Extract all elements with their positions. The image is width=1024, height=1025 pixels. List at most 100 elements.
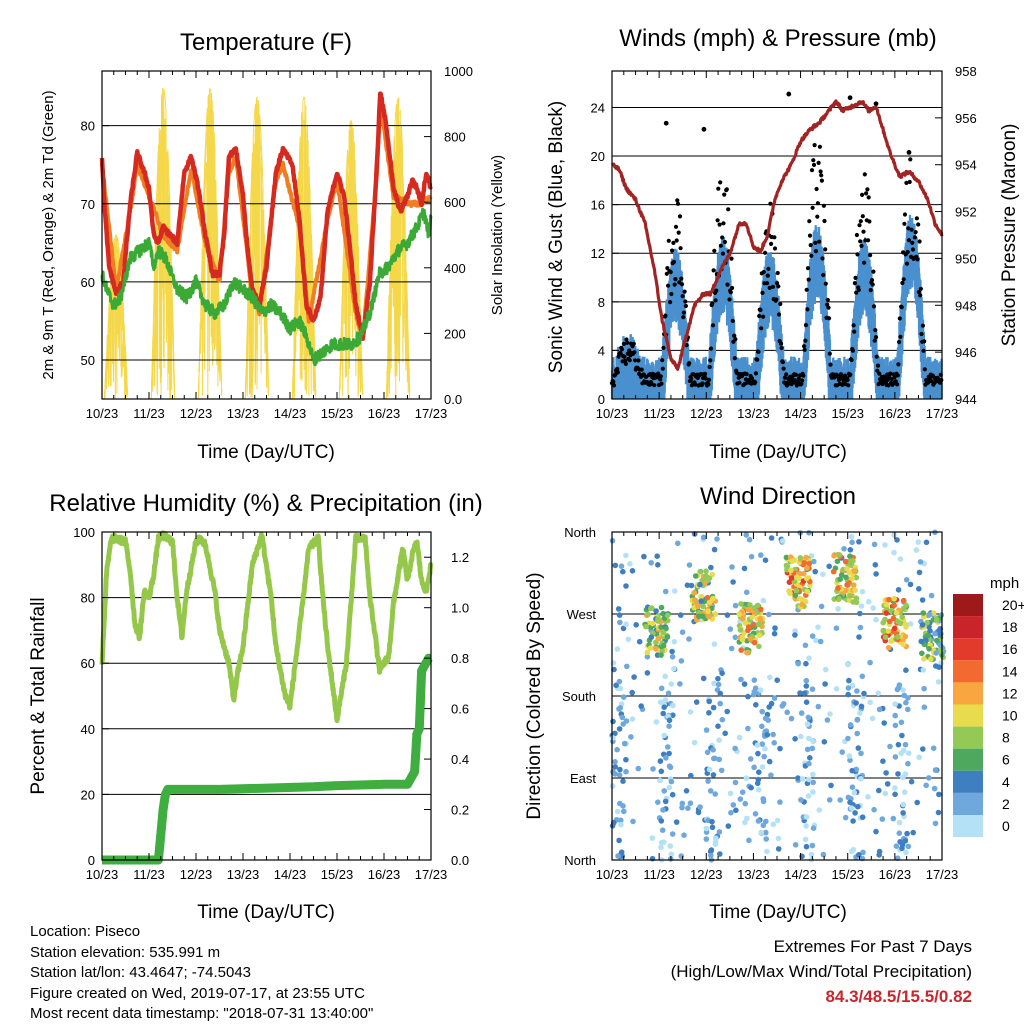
direction-point [660,807,666,813]
gust-point [907,179,912,185]
gust-point [703,376,708,381]
direction-xtick-label: 16/23 [879,867,912,882]
direction-point [828,782,834,789]
gust-point [737,380,742,385]
direction-point [788,575,795,581]
gust-point [895,382,900,387]
winds-gridlines [612,106,942,400]
gust-point [815,201,821,206]
direction-point [662,697,669,703]
direction-point [711,641,718,647]
gust-point [916,289,922,295]
precipitation-ytick-label: 1.2 [451,550,469,565]
direction-point [882,790,889,797]
gust-point [812,143,817,148]
direction-point [919,622,926,628]
direction-point [710,595,716,602]
direction-point [732,745,738,752]
gust-point [821,203,827,208]
direction-point [777,799,783,805]
direction-point [616,726,623,732]
gust-point [915,257,920,262]
direction-point [712,791,718,797]
direction-point [833,686,840,692]
direction-point [767,674,773,681]
precipitation-ytick-label: 0.8 [451,651,469,666]
direction-point [705,778,711,784]
direction-point [803,677,810,684]
direction-point [764,848,770,855]
direction-point [913,547,920,553]
gust-point [732,356,737,361]
created-text: Figure created on Wed, 2019-07-17, at 23… [30,984,365,1002]
gust-point [682,289,687,294]
direction-point [628,734,634,740]
precipitation-ytick-label: 0.2 [451,803,469,818]
humidity-ytick-label: 40 [81,722,95,737]
gust-point [627,348,632,353]
direction-point [883,610,890,616]
direction-point [792,736,798,742]
direction-point [661,788,667,794]
direction-point [647,605,654,612]
direction-point [806,655,812,661]
direction-point [653,719,660,725]
direction-point [650,766,656,772]
direction-point [871,806,877,813]
pressure-ytick-label: 950 [955,251,977,266]
direction-point [707,788,714,794]
gust-point [631,341,636,346]
direction-point [692,597,698,603]
solar-ytick-label: 0.0 [444,392,462,407]
direction-point [935,809,942,816]
direction-point [937,631,943,638]
direction-point [616,612,623,618]
direction-point [655,799,661,805]
gust-point [817,239,822,244]
gust-point [721,221,726,226]
direction-point [727,790,734,797]
direction-ytick-label: West [567,607,597,622]
direction-point [859,673,866,680]
direction-point [822,666,829,673]
gust-point [808,243,813,248]
legend-label: 4 [1002,774,1010,790]
direction-point [921,656,927,662]
gust-point [681,315,686,320]
gust-point [733,337,738,342]
direction-point [754,602,761,609]
direction-point [859,588,866,595]
gust-point [892,375,897,380]
direction-point [644,654,651,660]
gust-point [707,364,712,370]
direction-point [798,710,805,716]
direction-point [754,742,761,748]
winds-xtick-label: 11/23 [643,406,675,421]
direction-point [847,799,853,806]
direction-point [824,717,831,723]
direction-point [895,619,901,625]
direction-point [700,534,707,541]
gust-point [875,363,881,368]
direction-point [758,606,764,613]
humidity-xtick-label: 15/23 [321,867,354,882]
direction-point [718,767,725,774]
direction-point [688,582,695,589]
legend-swatch [953,770,983,793]
gust-point [918,286,924,291]
gust-point [801,373,806,378]
direction-point [802,836,809,843]
gust-point [730,285,735,291]
gust-point [904,261,910,266]
direction-point [865,598,872,605]
gust-point [618,351,623,356]
direction-point [669,648,675,655]
humidity-xtick-label: 12/23 [180,867,213,882]
gust-point [782,375,788,380]
direction-point [777,745,783,752]
gust-point [778,341,784,346]
direction-point [753,702,759,708]
gust-point [728,290,733,295]
legend-swatch [953,594,983,617]
direction-point [700,603,707,610]
